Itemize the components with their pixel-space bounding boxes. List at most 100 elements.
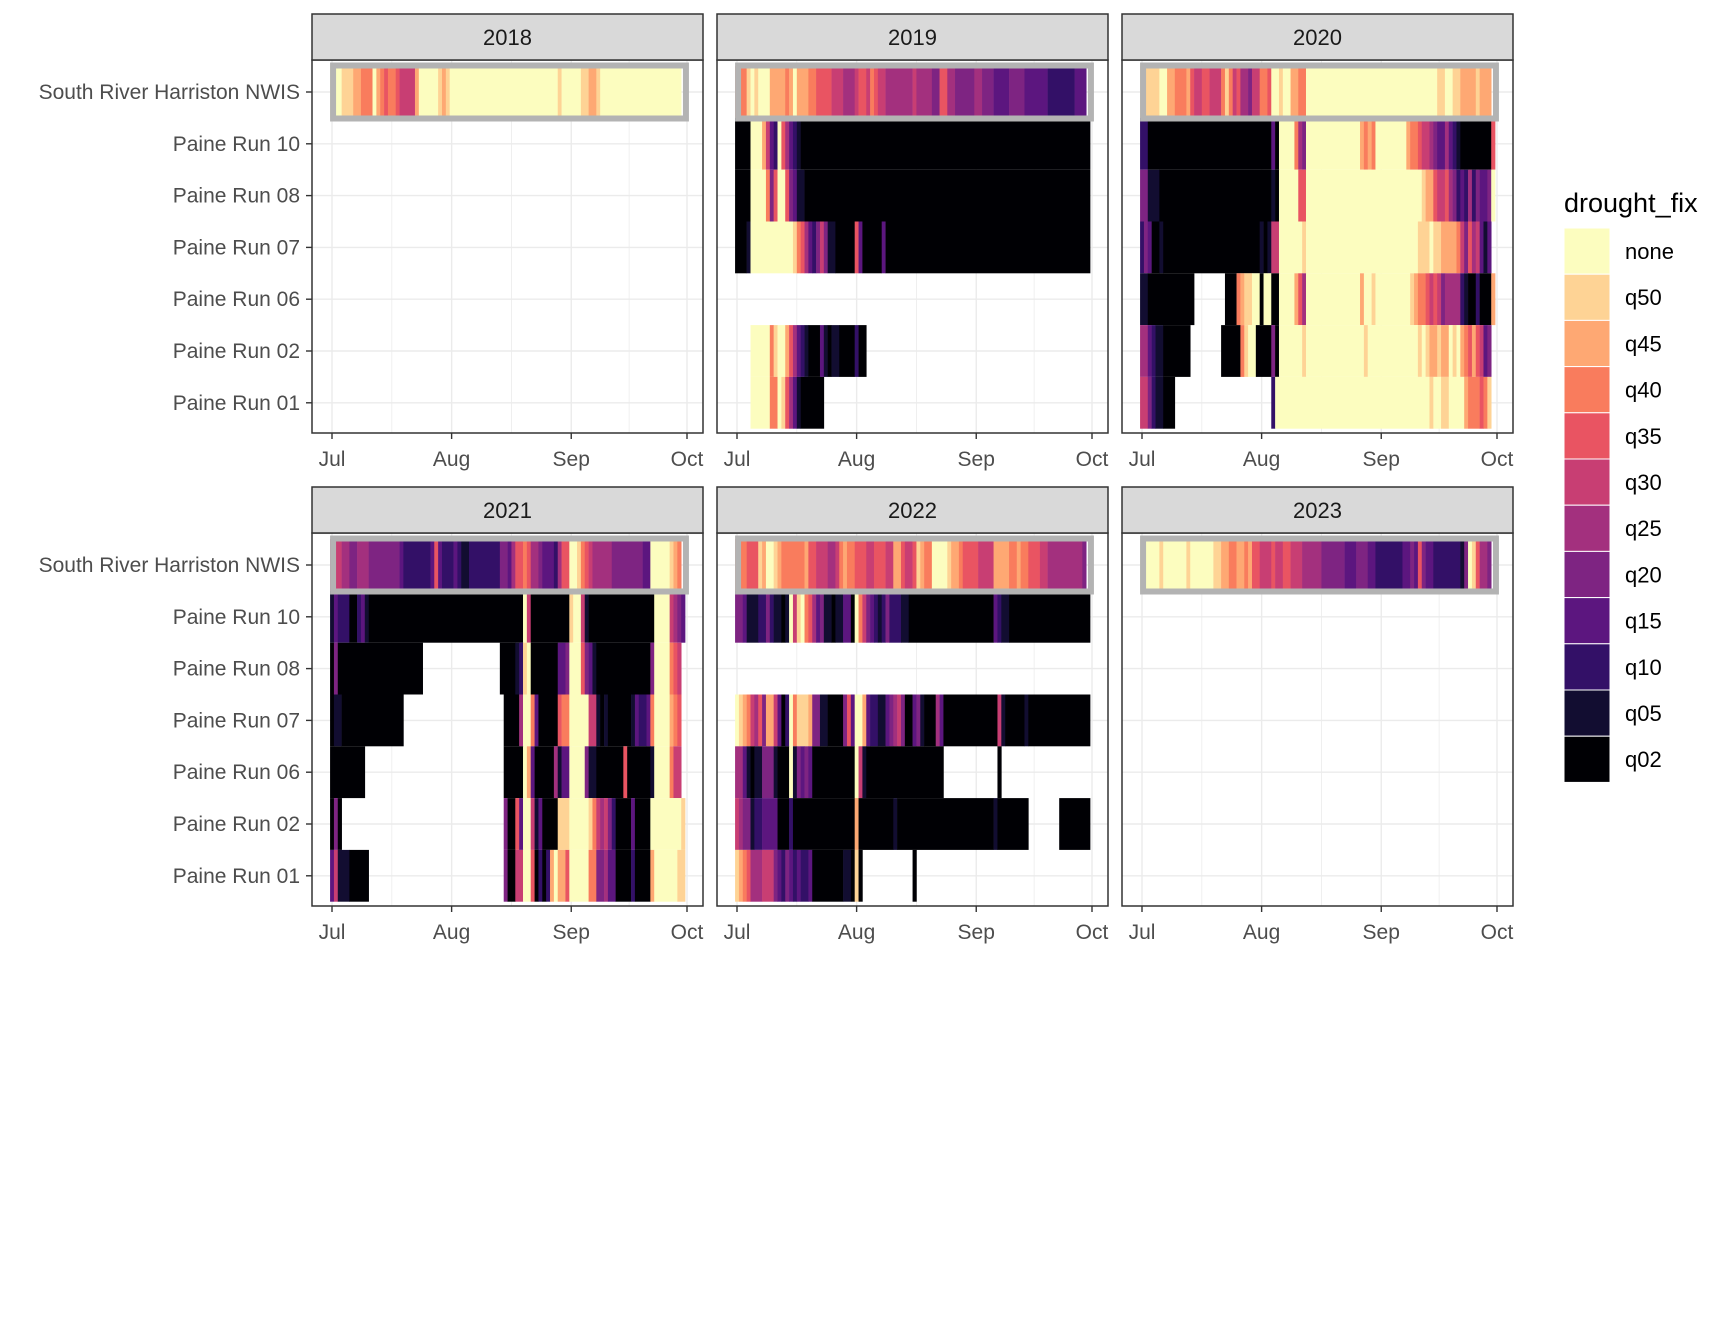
heatmap-tile-q05 — [843, 849, 852, 902]
heatmap-tile-q20 — [769, 169, 774, 222]
heatmap-tile-q30 — [604, 798, 609, 850]
heatmap-tile-q05 — [515, 642, 520, 695]
heatmap-tile-q10 — [758, 590, 767, 643]
heatmap-tile-q50 — [557, 66, 562, 118]
heatmap-tile-q10 — [403, 539, 431, 591]
x-tick-label: Jul — [724, 921, 751, 944]
heatmap-tile-q02 — [858, 325, 867, 377]
heatmap-tile-none — [650, 798, 682, 850]
x-tick-label: Oct — [1481, 448, 1514, 471]
heatmap-tile-q25 — [1140, 325, 1149, 377]
legend-key-q05 — [1563, 689, 1611, 737]
heatmap-tile-none — [1278, 169, 1299, 222]
heatmap-tile-q30 — [750, 694, 755, 747]
heatmap-tile-q15 — [399, 539, 404, 591]
heatmap-tile-q10 — [781, 849, 786, 902]
highlight-outline — [1140, 62, 1499, 122]
heatmap-tile-q20 — [1487, 325, 1492, 377]
heatmap-tile-q35 — [816, 66, 832, 118]
heatmap-tile-q50 — [947, 539, 952, 591]
heatmap-tile-q02 — [735, 117, 751, 170]
heatmap-tile-q10 — [1475, 273, 1480, 326]
heatmap-tile-q45 — [1221, 539, 1230, 591]
heatmap-tile-q20 — [796, 746, 801, 799]
heatmap-tile-q10 — [873, 590, 879, 643]
heatmap-tile-none — [372, 66, 377, 118]
heatmap-tile-q20 — [1356, 539, 1369, 591]
heatmap-tile-q50 — [588, 798, 593, 850]
heatmap-tile-q15 — [1147, 221, 1152, 274]
heatmap-tile-q20 — [955, 66, 975, 118]
heatmap-tile-q35 — [939, 66, 948, 118]
heatmap-tile-q25 — [754, 694, 759, 747]
heatmap-tile-q15 — [800, 746, 805, 799]
heatmap-tile-q10 — [638, 694, 647, 747]
heatmap-tile-q10 — [1047, 66, 1075, 118]
heatmap-tile-q45 — [777, 539, 782, 591]
legend-key-q20 — [1563, 550, 1611, 599]
heatmap-tile-none — [569, 746, 586, 799]
legend-label: q50 — [1625, 285, 1662, 310]
heatmap-tile-q50 — [669, 539, 674, 591]
heatmap-tile-q05 — [330, 590, 335, 643]
legend-label: q10 — [1625, 655, 1662, 680]
heatmap-tile-q35 — [1468, 325, 1473, 377]
heatmap-tile-q10 — [800, 325, 805, 377]
heatmap-tile-q02 — [330, 642, 335, 695]
heatmap-tile-q20 — [584, 746, 589, 799]
heatmap-tile-none — [1363, 273, 1372, 326]
heatmap-tile-q30 — [978, 539, 994, 591]
x-tick-label: Oct — [1076, 921, 1109, 944]
heatmap-tile-q05 — [796, 376, 801, 429]
heatmap-tile-q50 — [773, 539, 778, 591]
heatmap-tile-q05 — [823, 590, 832, 643]
heatmap-tile-q10 — [754, 798, 763, 850]
heatmap-tile-none — [569, 849, 589, 902]
heatmap-tile-q20 — [1271, 325, 1276, 377]
heatmap-tile-q05 — [1464, 273, 1469, 326]
heatmap-tile-q25 — [530, 539, 539, 591]
heatmap-tile-q20 — [823, 221, 828, 274]
heatmap-tile-q45 — [1414, 273, 1419, 326]
heatmap-tile-q15 — [1479, 169, 1488, 222]
heatmap-tile-q35 — [1433, 273, 1438, 326]
heatmap-tile-q02 — [866, 746, 944, 799]
heatmap-tile-q20 — [1421, 539, 1426, 591]
y-tick-label: Paine Run 02 — [173, 813, 300, 836]
x-tick-label: Aug — [838, 448, 875, 471]
heatmap-tile-q05 — [920, 694, 925, 747]
heatmap-tile-q05 — [1140, 273, 1149, 326]
heatmap-tile-q25 — [600, 798, 605, 850]
heatmap-tile-none — [1275, 376, 1430, 429]
heatmap-tile-q45 — [993, 539, 1010, 591]
heatmap-tile-q25 — [1448, 169, 1453, 222]
heatmap-tile-q05 — [831, 325, 840, 377]
heatmap-tile-q45 — [1464, 376, 1469, 429]
heatmap-tile-none — [854, 746, 859, 799]
heatmap-tile-none — [777, 325, 786, 377]
heatmap-tile-q40 — [1410, 117, 1419, 170]
heatmap-tile-none — [569, 539, 578, 591]
heatmap-tile-q20 — [503, 849, 508, 902]
heatmap-tile-q45 — [1360, 117, 1365, 170]
heatmap-tile-q02 — [839, 325, 855, 377]
heatmap-tile-q20 — [1140, 169, 1149, 222]
x-tick-label: Jul — [319, 921, 346, 944]
heatmap-tile-q10 — [337, 590, 350, 643]
heatmap-tile-q05 — [750, 798, 755, 850]
heatmap-tile-q35 — [962, 539, 979, 591]
heatmap-tile-q40 — [1009, 539, 1018, 591]
heatmap-tile-q10 — [800, 849, 809, 902]
heatmap-tile-q35 — [1475, 539, 1480, 591]
x-tick-label: Sep — [958, 921, 995, 944]
heatmap-tile-q30 — [816, 539, 828, 591]
heatmap-tile-q05 — [754, 746, 763, 799]
heatmap-tile-q05 — [1159, 221, 1164, 274]
heatmap-tile-q25 — [1302, 539, 1322, 591]
heatmap-tile-none — [750, 221, 794, 274]
heatmap-tile-q30 — [1437, 273, 1442, 326]
heatmap-tile-q30 — [792, 590, 798, 643]
heatmap-tile-q30 — [596, 798, 601, 850]
heatmap-tile-q25 — [592, 539, 613, 591]
heatmap-tile-q10 — [870, 694, 879, 747]
